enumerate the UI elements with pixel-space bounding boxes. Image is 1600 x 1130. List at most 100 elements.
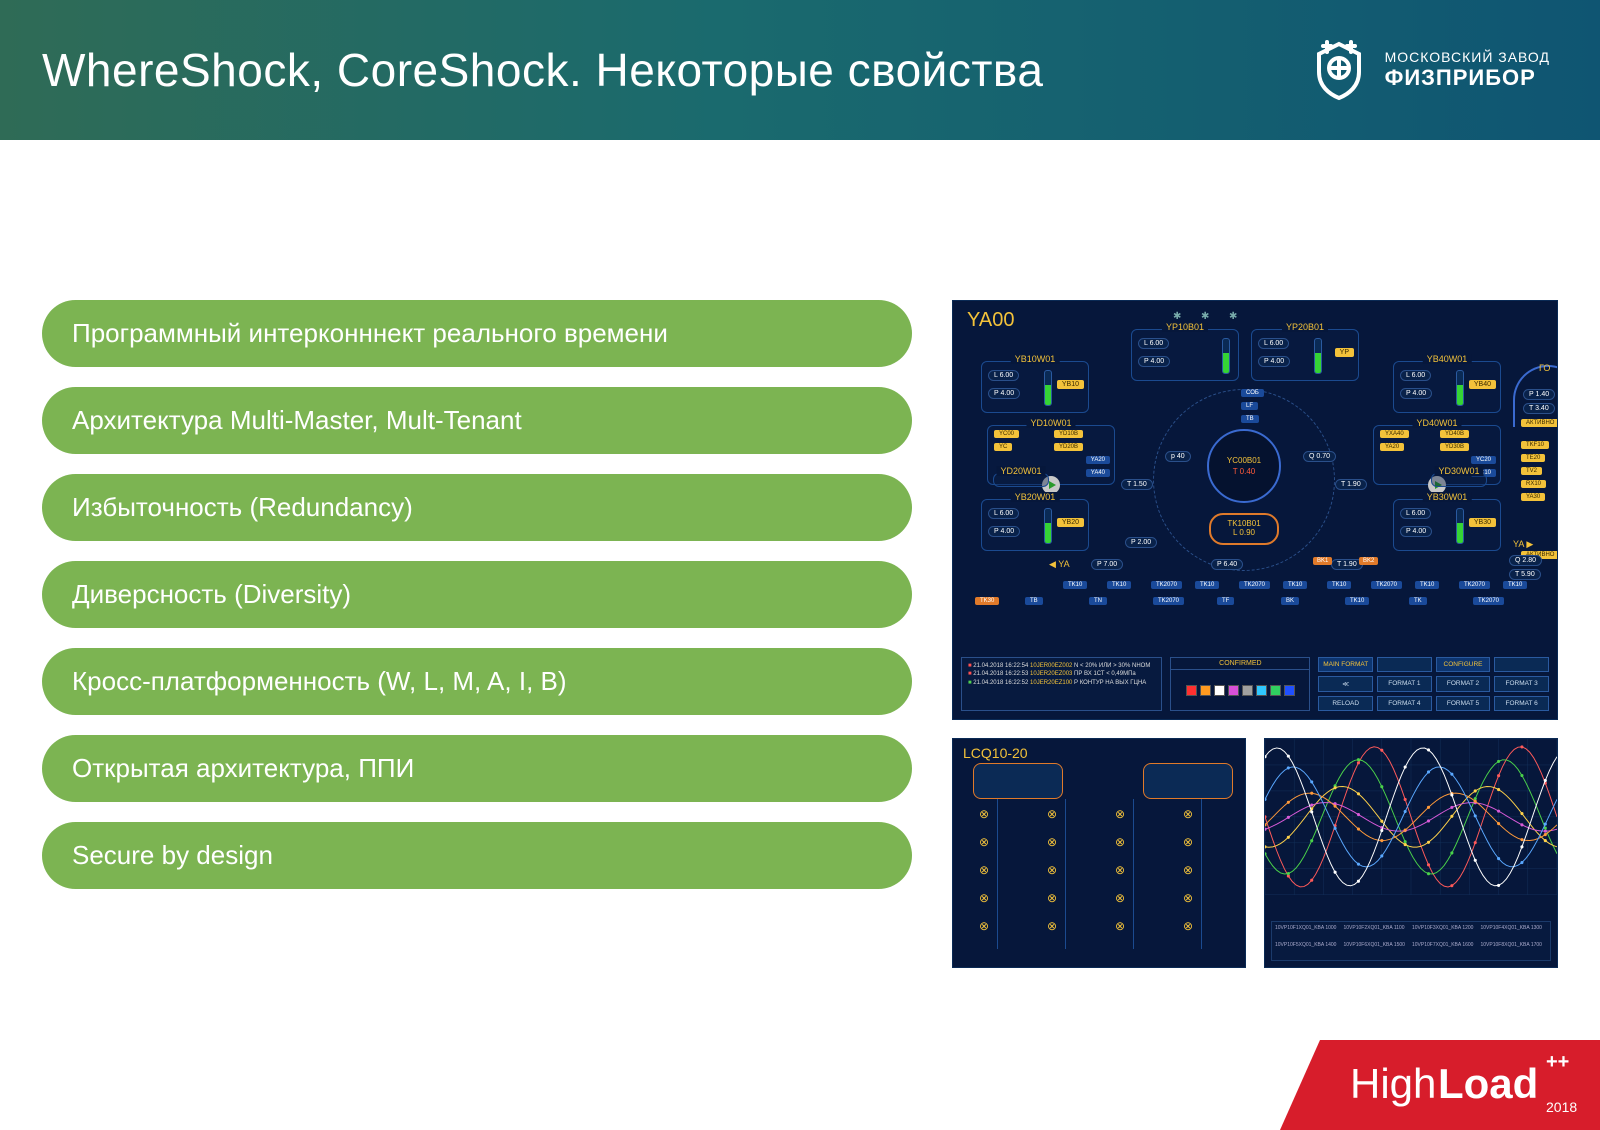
scada-readout: T 1.90 bbox=[1331, 559, 1363, 570]
scada-readout: P 4.00 bbox=[1400, 526, 1432, 537]
scada-readout: P 4.00 bbox=[1258, 356, 1290, 367]
scada-tag: BK bbox=[1281, 597, 1299, 605]
scada-readout: L 6.00 bbox=[1400, 370, 1431, 381]
scada-bottom-row: LCQ10-20 ⊗⊗⊗⊗⊗⊗⊗⊗⊗⊗⊗⊗⊗⊗⊗⊗⊗⊗⊗⊗ 10VP10F1XQ… bbox=[952, 738, 1558, 968]
legend-item: 10VP10F1XQ01_KBA 1000 bbox=[1275, 925, 1342, 940]
bl-line bbox=[1201, 799, 1202, 949]
valve-icon: ⊗ bbox=[1183, 919, 1193, 933]
scada-btn bbox=[1494, 657, 1549, 672]
legend-item: 10VP10F6XQ01_KBA 1500 bbox=[1344, 942, 1411, 957]
scada-tag: TK10 bbox=[1503, 581, 1527, 589]
valve-icon: ⊗ bbox=[979, 835, 989, 849]
scada-module-title: YD10W01 bbox=[1026, 418, 1075, 428]
bl-line bbox=[1133, 799, 1134, 949]
scada-tag: TK2070 bbox=[1371, 581, 1402, 589]
scada-module-title: YD30W01 bbox=[1434, 466, 1483, 476]
scada-tag: TF bbox=[1217, 597, 1234, 605]
legend-item: 10VP10F3XQ01_KBA 1200 bbox=[1412, 925, 1479, 940]
valve-icon: ⊗ bbox=[1047, 835, 1057, 849]
scada-central-val: T 0.40 bbox=[1233, 467, 1256, 476]
scada-tag: TE20 bbox=[1521, 454, 1545, 462]
scada-palette-swatches bbox=[1171, 670, 1309, 710]
legend-item: 10VP10F5XQ01_KBA 1400 bbox=[1275, 942, 1342, 957]
scada-tag: TV2 bbox=[1521, 467, 1542, 475]
swatch bbox=[1200, 685, 1211, 696]
scada-bar-fill bbox=[1045, 385, 1051, 405]
scada-module-title: YB20W01 bbox=[1011, 492, 1060, 502]
valve-icon: ⊗ bbox=[979, 891, 989, 905]
scada-module-title: YP20B01 bbox=[1282, 322, 1328, 332]
scada-btn: FORMAT 2 bbox=[1436, 676, 1491, 691]
scada-readout: Q 2.80 bbox=[1509, 555, 1542, 566]
scada-readout: P 4.00 bbox=[988, 526, 1020, 537]
scada-readout: P 4.00 bbox=[1138, 356, 1170, 367]
valve-icon: ⊗ bbox=[1183, 807, 1193, 821]
valve-icon: ⊗ bbox=[1047, 891, 1057, 905]
scada-tag: YA20 bbox=[1086, 456, 1110, 464]
swatch bbox=[1214, 685, 1225, 696]
feature-pill: Кросс-платформенность (W, L, M, A, I, B) bbox=[42, 648, 912, 715]
scada-tag: TK10 bbox=[1195, 581, 1219, 589]
scada-palette: CONFIRMED bbox=[1170, 657, 1310, 711]
scada-log: ■ 21.04.2018 16:22:54 10JER00EZ002 N < 2… bbox=[961, 657, 1162, 711]
scada-tag: YB30 bbox=[1469, 518, 1496, 527]
scada-readout: P 2.00 bbox=[1125, 537, 1157, 548]
scada-main-label: YA00 bbox=[967, 309, 1014, 332]
valve-icon: ⊗ bbox=[979, 919, 989, 933]
scada-tag: YD30B bbox=[1440, 443, 1469, 451]
scada-bar bbox=[1314, 338, 1322, 374]
scada-bl-label: LCQ10-20 bbox=[963, 745, 1028, 761]
scada-tag: YC00 bbox=[994, 430, 1019, 438]
scada-module-title: YD20W01 bbox=[996, 466, 1045, 476]
valve-icon: ⊗ bbox=[1047, 919, 1057, 933]
scada-tag: LF bbox=[1241, 402, 1258, 410]
scada-bar bbox=[1456, 370, 1464, 406]
slide: WhereShock, CoreShock. Некоторые свойств… bbox=[0, 0, 1600, 1130]
bl-line bbox=[997, 799, 998, 949]
scada-tag: TK10 bbox=[1283, 581, 1307, 589]
scada-tag: TK2070 bbox=[1459, 581, 1490, 589]
fan-icon: ✱ bbox=[1173, 311, 1181, 322]
scada-tag: TB bbox=[1025, 597, 1043, 605]
scada-btn: FORMAT 4 bbox=[1377, 696, 1432, 711]
svg-text:Load: Load bbox=[1438, 1060, 1538, 1107]
scada-orange-box: TK10B01L 0.90 bbox=[1209, 513, 1279, 545]
valve-icon: ⊗ bbox=[979, 863, 989, 877]
scada-module: YP10B01L 6.00P 4.00 bbox=[1131, 329, 1239, 381]
scada-btn: FORMAT 6 bbox=[1494, 696, 1549, 711]
scada-tag: SB bbox=[1557, 441, 1558, 449]
scada-thumbnails: YA00 YP10B01L 6.00P 4.00YP20B01L 6.00P 4… bbox=[952, 300, 1558, 968]
slide-title: WhereShock, CoreShock. Некоторые свойств… bbox=[42, 43, 1043, 97]
scada-tag: TKF10 bbox=[1521, 441, 1549, 449]
scada-tag: TB bbox=[1241, 415, 1259, 423]
scada-tag: YD10B bbox=[1054, 430, 1083, 438]
valve-icon: ⊗ bbox=[1115, 807, 1125, 821]
scada-tag: BK1 bbox=[1313, 557, 1332, 565]
scada-tag: YC bbox=[994, 443, 1012, 451]
scada-bar-fill bbox=[1223, 353, 1229, 373]
scada-tag: TK30 bbox=[975, 597, 999, 605]
scada-tag: YB10 bbox=[1057, 380, 1084, 389]
feature-pill: Диверсность (Diversity) bbox=[42, 561, 912, 628]
scada-tag: BK2 bbox=[1359, 557, 1378, 565]
scada-readout: P 1.40 bbox=[1523, 389, 1555, 400]
valve-icon: ⊗ bbox=[979, 807, 989, 821]
valve-icon: ⊗ bbox=[1047, 863, 1057, 877]
scada-readout: T 5.90 bbox=[1509, 569, 1541, 580]
scada-bottom-left-panel: LCQ10-20 ⊗⊗⊗⊗⊗⊗⊗⊗⊗⊗⊗⊗⊗⊗⊗⊗⊗⊗⊗⊗ bbox=[952, 738, 1246, 968]
scada-central: YC00B01 T 0.40 bbox=[1207, 429, 1281, 503]
bl-vessel bbox=[973, 763, 1063, 799]
scada-format-buttons: MAIN FORMATCONFIGURE≪FORMAT 1FORMAT 2FOR… bbox=[1318, 657, 1549, 711]
scada-tag: СОБ bbox=[1241, 389, 1264, 397]
scada-central-title: YC00B01 bbox=[1227, 456, 1261, 465]
scada-tag: TK10 bbox=[1107, 581, 1131, 589]
scada-module: YD30W01 bbox=[1431, 473, 1487, 487]
swatch bbox=[1242, 685, 1253, 696]
scada-readout: P 6.40 bbox=[1211, 559, 1243, 570]
scada-module-title: YB30W01 bbox=[1423, 492, 1472, 502]
scada-btn: CONFIGURE bbox=[1436, 657, 1491, 672]
scada-module: YP20B01L 6.00P 4.00YP bbox=[1251, 329, 1359, 381]
scada-readout: P 4.00 bbox=[988, 388, 1020, 399]
scada-palette-title: CONFIRMED bbox=[1171, 658, 1309, 670]
scada-tag: RX10 bbox=[1521, 480, 1546, 488]
